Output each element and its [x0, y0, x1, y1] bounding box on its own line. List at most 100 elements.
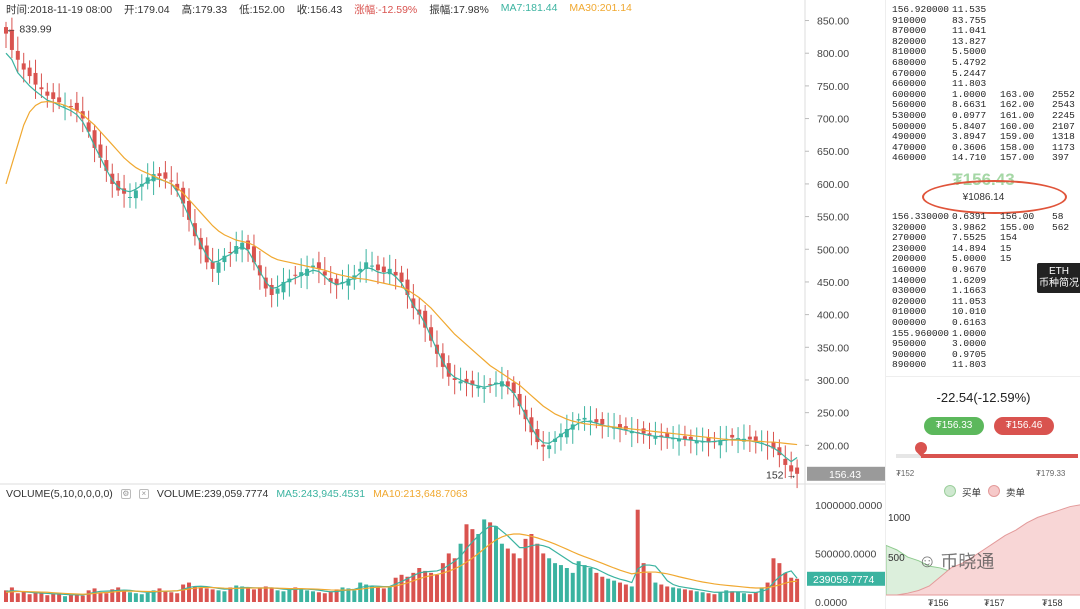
orderbook-row[interactable]: 156.920000 11.535: [886, 4, 1080, 16]
volume-bar: [45, 595, 50, 602]
info-change: 涨幅:-12.59%: [354, 4, 418, 16]
info-high: 高:179.33: [181, 4, 228, 16]
orderbook-amount: 7.5525: [952, 232, 987, 244]
orderbook-row[interactable]: 560000 8.6631 162.00 2543: [886, 100, 1080, 111]
orderbook-row[interactable]: 680000 5.4792: [886, 57, 1080, 69]
price-tick-label: 550.00: [817, 212, 849, 224]
orderbook-row[interactable]: 820000 13.827: [886, 36, 1080, 48]
orderbook-row[interactable]: 270000 7.5525 154: [886, 233, 1080, 244]
orderbook-row[interactable]: 870000 11.041: [886, 26, 1080, 37]
settings-icon[interactable]: ⚙: [120, 489, 131, 499]
volume-bar: [57, 593, 62, 602]
candle-body: [677, 438, 682, 442]
orderbook-row[interactable]: 810000 5.5000: [886, 47, 1080, 58]
orderbook-price: 530000: [892, 110, 927, 121]
candle-body: [511, 382, 516, 394]
orderbook-price: 660000: [892, 78, 927, 90]
orderbook-row[interactable]: 155.960000 1.0000: [886, 328, 1080, 340]
orderbook-level-price: 15: [1000, 242, 1012, 254]
orderbook-row[interactable]: 000000 0.6163: [886, 317, 1080, 329]
orderbook-row[interactable]: 950000 3.0000: [886, 339, 1080, 350]
candle-body: [582, 417, 587, 420]
orderbook-row[interactable]: 160000 0.9670: [886, 264, 1080, 276]
price-tick-label: 300.00: [817, 375, 849, 387]
best-ask-button[interactable]: ₮156.46: [994, 417, 1054, 435]
volume-bar: [482, 519, 487, 602]
volume-bar: [736, 592, 741, 602]
coin-profile-badge[interactable]: ETH 币种简况: [1037, 263, 1080, 293]
volume-bar: [257, 587, 262, 602]
candle-body: [706, 437, 711, 443]
price-tick-label: 650.00: [817, 146, 849, 158]
orderbook-level-price: 163.00: [1000, 88, 1035, 100]
legend-ask-swatch[interactable]: [988, 485, 1000, 497]
divider: [886, 376, 1080, 377]
volume-bar: [80, 595, 85, 602]
orderbook-amount: 83.755: [952, 14, 987, 26]
orderbook-amount: 0.9670: [952, 264, 987, 275]
orderbook-row[interactable]: 200000 5.0000 15: [886, 254, 1080, 265]
volume-indicator-label[interactable]: VOLUME(5,10,0,0,0,0): [6, 488, 113, 500]
volume-bar: [104, 593, 109, 602]
volume-bar: [564, 568, 569, 602]
candle-body: [517, 393, 522, 407]
candle-body: [665, 433, 670, 438]
candle-body: [328, 278, 333, 282]
candle-body: [694, 440, 699, 444]
price-tick-label: 250.00: [817, 408, 849, 420]
chart-canvas[interactable]: 850.00 800.00 750.00 700.00 650.00 600.00 550.…: [0, 0, 885, 609]
orderbook-amount: 10.010: [952, 306, 987, 318]
volume-bar: [210, 589, 215, 602]
orderbook-amount: 5.2447: [952, 67, 987, 79]
orderbook-row[interactable]: 470000 0.3606 158.00 1173: [886, 142, 1080, 154]
candle-body: [281, 281, 286, 293]
volume-bar: [688, 590, 693, 602]
best-bid-button[interactable]: ₮156.33: [924, 417, 984, 435]
orderbook-level-price: 159.00: [1000, 131, 1035, 143]
orderbook-row[interactable]: 900000 0.9705: [886, 349, 1080, 361]
orderbook-row[interactable]: 010000 10.010: [886, 307, 1080, 318]
orderbook-row[interactable]: 890000 11.803: [886, 360, 1080, 371]
candle-body: [346, 278, 351, 286]
orderbook-row[interactable]: 020000 11.053: [886, 296, 1080, 308]
orderbook-level-price: 160.00: [1000, 120, 1035, 132]
depth-x-tick: ₮158: [1042, 598, 1063, 608]
orderbook-row[interactable]: 660000 11.803: [886, 79, 1080, 90]
orderbook-level-price: 155.00: [1000, 221, 1035, 233]
candle-body: [293, 274, 298, 276]
volume-bar: [706, 593, 711, 602]
orderbook-row[interactable]: 490000 3.8947 159.00 1318: [886, 132, 1080, 143]
legend-bid-swatch[interactable]: [944, 485, 956, 497]
orderbook-row[interactable]: 910000 83.755: [886, 14, 1080, 27]
orderbook-price: 600000: [892, 88, 927, 100]
volume-bar: [151, 590, 156, 602]
close-icon[interactable]: ×: [138, 489, 149, 499]
candle-body: [210, 261, 215, 269]
orderbook-row[interactable]: 030000 1.1663: [886, 286, 1080, 297]
watermark-text: 币晓通: [940, 552, 995, 572]
depth-x-tick: ₮156: [928, 598, 949, 608]
candle-body: [15, 50, 20, 60]
kline-chart[interactable]: 850.00 800.00 750.00 700.00 650.00 600.00 550.…: [0, 0, 885, 609]
orderbook-row[interactable]: 500000 5.8407 160.00 2107: [886, 120, 1080, 133]
candle-body: [446, 363, 451, 377]
orderbook-row[interactable]: 460000 14.710 157.00 397: [886, 153, 1080, 164]
last-price-tag-label: 156.43: [829, 469, 861, 481]
volume-bar: [659, 584, 664, 602]
orderbook-price: 270000: [892, 232, 927, 244]
volume-bar: [623, 584, 628, 602]
orderbook-row[interactable]: 320000 3.9862 155.00 562: [886, 221, 1080, 234]
orderbook-row[interactable]: 140000 1.6209: [886, 275, 1080, 287]
orderbook-row[interactable]: 670000 5.2447: [886, 67, 1080, 80]
volume-bar: [576, 561, 581, 602]
volume-bar: [340, 587, 345, 602]
orderbook-row[interactable]: 156.330000 0.6391 156.00 58: [886, 211, 1080, 223]
orderbook-row[interactable]: 230000 14.894 15: [886, 242, 1080, 255]
candle-body: [541, 444, 546, 447]
orderbook-row[interactable]: 600000 1.0000 163.00 2552: [886, 88, 1080, 101]
orderbook-row[interactable]: 530000 0.0977 161.00 2245: [886, 110, 1080, 122]
candle-body: [169, 180, 174, 182]
orderbook-level-volume: 58: [1052, 211, 1064, 222]
volume-bar: [606, 578, 611, 602]
volume-bar: [452, 558, 457, 602]
